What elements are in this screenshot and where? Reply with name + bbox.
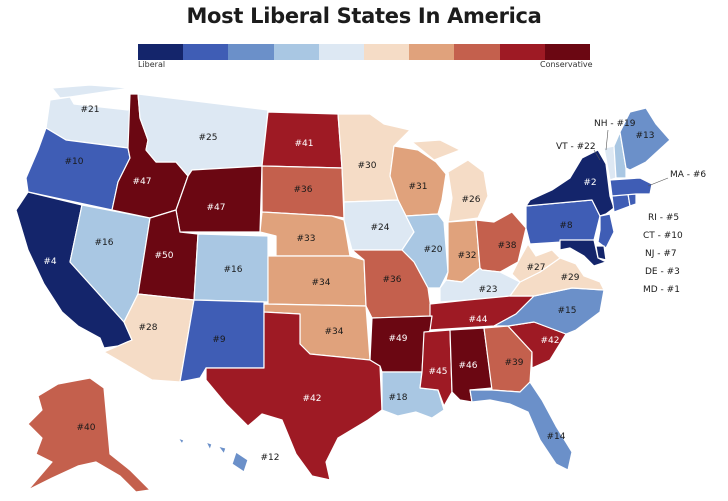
rank-label-MS: #45 (429, 367, 448, 377)
rank-label-IN: #32 (458, 251, 477, 261)
state-WY[interactable] (175, 165, 263, 233)
rank-label-VA: #29 (561, 273, 580, 283)
legend-swatch (544, 44, 591, 60)
rank-label-NV: #16 (95, 238, 114, 248)
rank-label-UT: #50 (155, 251, 174, 261)
legend-swatch (409, 44, 455, 60)
state-MD[interactable] (559, 239, 607, 267)
state-TX[interactable] (205, 311, 383, 481)
legend-swatch (318, 44, 365, 60)
state-NJ[interactable] (597, 213, 615, 249)
rank-label-MI: #26 (462, 195, 481, 205)
rank-label-HI: #12 (261, 453, 280, 463)
rank-label-SD: #36 (294, 185, 313, 195)
legend-swatch (228, 44, 274, 60)
rank-label-OK: #34 (325, 327, 344, 337)
label-DE: DE - #3 (645, 267, 680, 277)
map-title: Most Liberal States In America (186, 4, 542, 28)
rank-label-GA: #39 (505, 358, 524, 368)
rank-label-WI: #31 (409, 182, 428, 192)
label-MD: MD - #1 (643, 285, 680, 295)
rank-label-KY: #23 (479, 285, 498, 295)
label-CT: CT - #10 (643, 231, 683, 241)
rank-label-IA: #24 (371, 223, 390, 233)
rank-label-LA: #18 (389, 393, 408, 403)
rank-label-SC: #42 (541, 336, 560, 346)
rank-label-OR: #10 (65, 157, 84, 167)
state-WI[interactable] (389, 145, 447, 217)
state-RI[interactable] (627, 193, 637, 207)
state-IL[interactable] (401, 213, 449, 289)
rank-label-ID: #47 (133, 177, 152, 187)
rank-label-TN: #44 (469, 315, 488, 325)
legend-swatch (499, 44, 545, 60)
state-CT[interactable] (611, 193, 631, 213)
legend-swatch (183, 44, 229, 60)
label-NJ: NJ - #7 (645, 249, 677, 259)
state-HI[interactable] (177, 437, 249, 473)
state-MI[interactable] (411, 139, 489, 223)
color-legend (138, 44, 591, 60)
rank-label-NY: #2 (583, 178, 596, 188)
rank-label-MO: #36 (383, 275, 402, 285)
rank-label-WV: #27 (527, 263, 546, 273)
legend-swatch (454, 44, 500, 60)
state-NY[interactable] (525, 149, 615, 217)
rank-label-MT: #25 (199, 133, 218, 143)
leader-line-NH (605, 129, 609, 151)
rank-label-NC: #15 (558, 306, 577, 316)
rank-label-AL: #46 (459, 361, 478, 371)
rank-label-NM: #9 (212, 335, 226, 345)
rank-label-MN: #30 (358, 161, 377, 171)
state-SD[interactable] (261, 165, 345, 219)
label-RI: RI - #5 (648, 213, 680, 223)
rank-label-ME: #13 (636, 131, 655, 141)
rank-label-ND: #41 (295, 139, 314, 149)
state-WV[interactable] (511, 243, 561, 283)
state-MA[interactable] (609, 177, 653, 197)
state-FL[interactable] (469, 381, 573, 471)
rank-label-WA: #21 (81, 105, 100, 115)
rank-label-PA: #8 (559, 221, 573, 231)
rank-label-AK: #40 (77, 423, 96, 433)
rank-label-KS: #34 (312, 278, 331, 288)
leader-line-MA (647, 177, 669, 187)
rank-label-AR: #49 (389, 334, 408, 344)
legend-label-liberal: Liberal (138, 60, 166, 69)
rank-label-IL: #20 (424, 245, 443, 255)
rank-label-WY: #47 (207, 203, 226, 213)
label-MA: MA - #6 (670, 170, 707, 180)
rank-label-CA: #4 (43, 257, 57, 267)
state-ME[interactable] (619, 107, 671, 171)
legend-swatch (138, 44, 184, 60)
rank-label-AZ: #28 (139, 323, 158, 333)
legend-swatch (273, 44, 319, 60)
rank-label-CO: #16 (224, 265, 243, 275)
leader-line-VT (593, 149, 601, 161)
rank-label-OH: #38 (498, 241, 517, 251)
state-AK[interactable] (27, 377, 151, 493)
label-VT: VT - #22 (556, 142, 596, 152)
legend-swatch (364, 44, 410, 60)
rank-label-FL: #14 (547, 432, 566, 442)
label-NH: NH - #19 (594, 119, 636, 129)
rank-label-TX: #42 (303, 394, 322, 404)
state-NH[interactable] (613, 131, 627, 179)
rank-label-NE: #33 (297, 234, 316, 244)
legend-label-conservative: Conservative (540, 60, 593, 69)
